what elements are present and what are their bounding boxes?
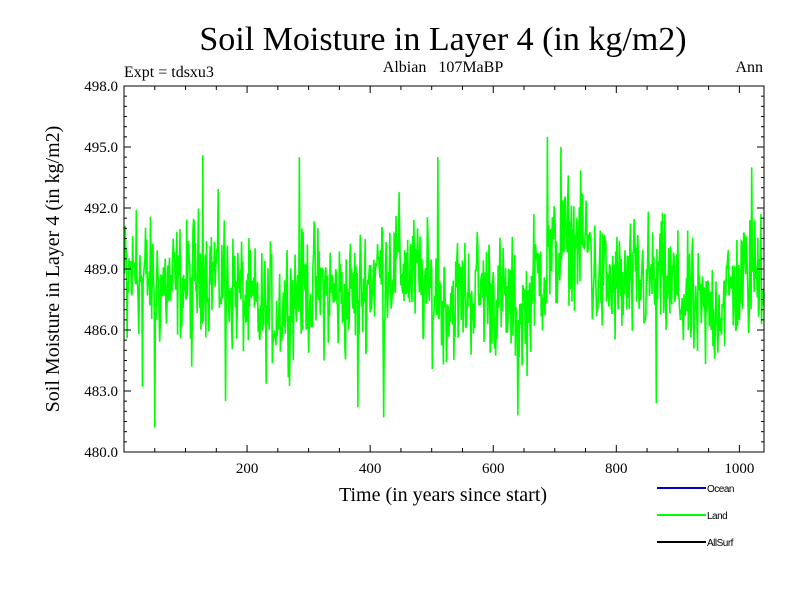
y-tick-label: 480.0 <box>84 445 118 461</box>
series-layer <box>123 136 765 428</box>
x-tick-label: 200 <box>236 461 259 477</box>
y-tick-label: 483.0 <box>84 384 118 400</box>
y-axis-label: Soil Moisture in Layer 4 (in kg/m2) <box>42 126 64 413</box>
period-label: Albian 107MaBP <box>383 59 504 76</box>
x-tick-label: 400 <box>359 461 382 477</box>
legend-label-land: Land <box>707 511 727 522</box>
series-line-land <box>123 136 765 428</box>
experiment-label: Expt = tdsxu3 <box>124 64 214 81</box>
legend-label-allsurf: AllSurf <box>707 538 734 549</box>
chart-title: Soil Moisture in Layer 4 (in kg/m2) <box>199 21 686 58</box>
y-tick-label: 489.0 <box>84 262 118 278</box>
x-axis: 200 400 600 800 1000 <box>154 86 754 477</box>
y-axis: 480.0 483.0 486.0 489.0 492.0 495.0 498.0 <box>84 79 764 461</box>
y-tick-label: 498.0 <box>84 79 118 95</box>
x-tick-label: 800 <box>605 461 628 477</box>
y-tick-label: 492.0 <box>84 201 118 217</box>
y-tick-label: 486.0 <box>84 323 118 339</box>
legend: Ocean Land AllSurf <box>657 484 734 549</box>
x-axis-label: Time (in years since start) <box>339 484 547 506</box>
y-tick-label: 495.0 <box>84 140 118 156</box>
season-label: Ann <box>735 59 763 76</box>
x-tick-label: 600 <box>482 461 505 477</box>
legend-label-ocean: Ocean <box>707 484 734 495</box>
x-tick-label: 1000 <box>724 461 754 477</box>
